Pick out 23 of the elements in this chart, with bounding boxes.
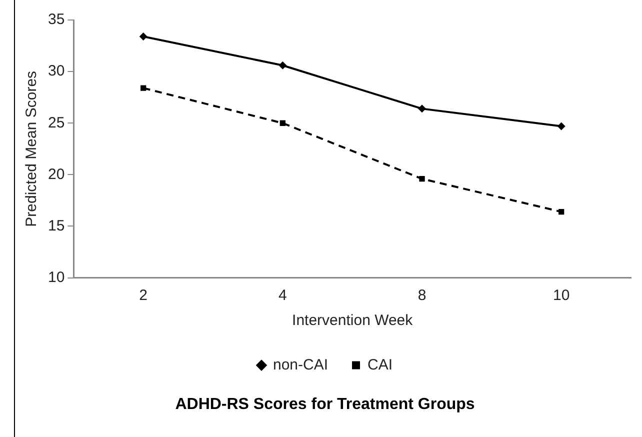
y-tick-label: 15 xyxy=(48,217,65,234)
y-axis-title: Predicted Mean Scores xyxy=(23,70,40,227)
y-tick-label: 30 xyxy=(48,62,65,80)
y-tick-label: 20 xyxy=(48,166,65,183)
point xyxy=(278,61,287,70)
x-axis-title: Intervention Week xyxy=(292,312,414,329)
legend-label: non-CAI xyxy=(272,356,328,374)
x-tick-label: 2 xyxy=(139,286,148,304)
point xyxy=(140,85,146,91)
point xyxy=(418,104,426,113)
text: ADHD-RS Scores for Treatment Groups xyxy=(175,396,475,413)
point xyxy=(557,122,566,130)
point xyxy=(558,208,564,215)
y-tick-label: 25 xyxy=(48,114,65,132)
point xyxy=(280,120,286,126)
legend-label: CAI xyxy=(368,356,393,374)
y-tick-label: 35 xyxy=(48,11,65,28)
y-tick-label: 10 xyxy=(48,268,65,286)
x-tick-label: 4 xyxy=(278,286,287,304)
x-tick-label: 10 xyxy=(552,286,570,304)
x-tick-label: 8 xyxy=(418,286,426,304)
point xyxy=(139,32,148,40)
point xyxy=(419,176,425,182)
